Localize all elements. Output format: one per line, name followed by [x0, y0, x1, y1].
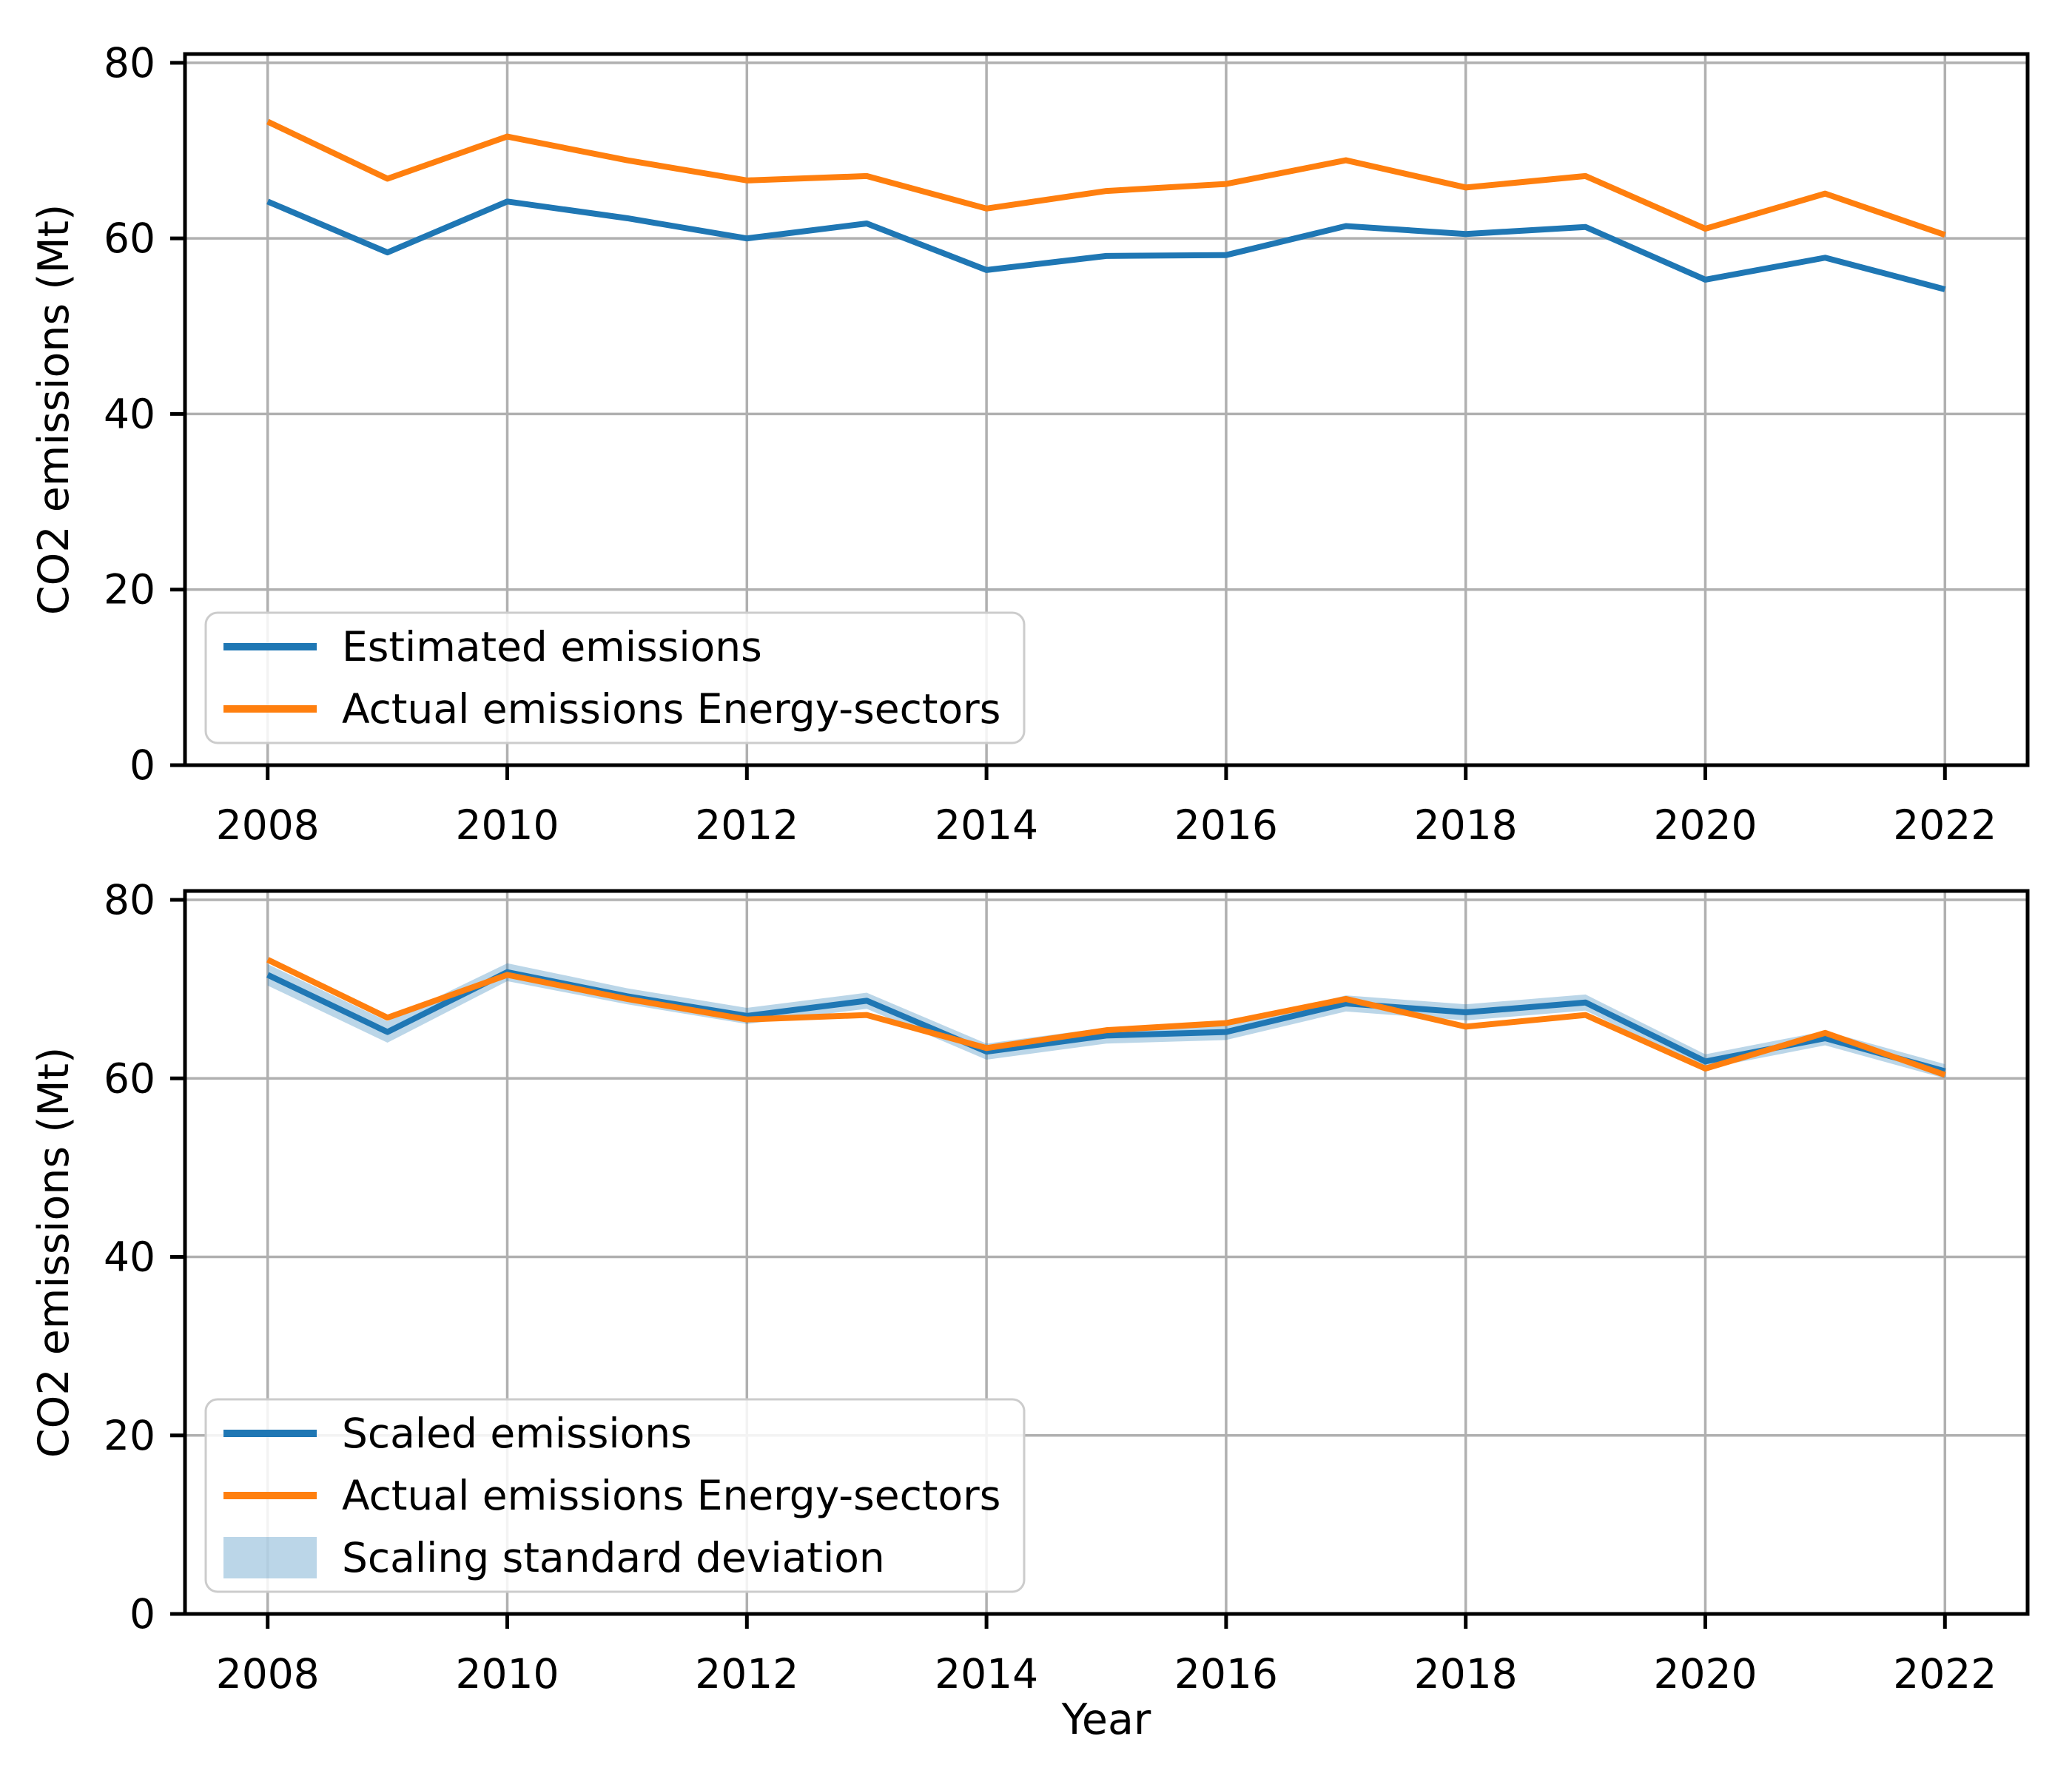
legend-label: Actual emissions Energy-sectors: [342, 1472, 1000, 1519]
y-tick-label: 60: [104, 215, 155, 262]
x-tick-label: 2020: [1654, 1650, 1758, 1698]
estimated-emissions-line: [266, 198, 1946, 292]
legend-handle-scaling-standard-deviation: [223, 1537, 317, 1578]
y-tick-label: 20: [104, 566, 155, 613]
x-tick-label: 2018: [1414, 801, 1518, 849]
legend-label: Scaled emissions: [342, 1410, 692, 1457]
legend-box: [204, 1398, 1026, 1593]
axes-spines: [183, 52, 2030, 767]
y-tick-label: 40: [104, 1234, 155, 1281]
x-tick-label: 2010: [456, 801, 559, 849]
scaled-emissions-line: [266, 969, 1946, 1074]
y-tick-label: 0: [130, 741, 155, 789]
x-tick-label: 2008: [216, 1650, 320, 1698]
x-tick-label: 2010: [456, 1650, 559, 1698]
top-panel: 2008 2010 2012 2014 2016 2018 2020 2022 0 20 40 60 8…: [30, 39, 2030, 849]
y-axis-label: CO2 emissions (Mt): [30, 1047, 78, 1459]
legend-entry: Actual emissions Energy-sectors: [223, 1472, 1000, 1519]
x-tick-label: 2022: [1893, 801, 1997, 849]
actual-emissions-energy-sectors-line: [266, 118, 1946, 238]
y-tick-label: 20: [104, 1412, 155, 1459]
x-tick-label: 2012: [695, 801, 798, 849]
x-tick-label: 2016: [1174, 1650, 1278, 1698]
bottom-panel: 2008 2010 2012 2014 2016 2018 2020 2022 0 20 40 60 8…: [30, 876, 2030, 1744]
legend-box: [204, 611, 1026, 744]
y-tick-label: 60: [104, 1054, 155, 1102]
legend-entry: Actual emissions Energy-sectors: [223, 685, 1000, 733]
legend-entry: Scaled emissions: [223, 1410, 692, 1457]
y-axis-label: CO2 emissions (Mt): [30, 204, 78, 616]
std-band: [267, 963, 1945, 1079]
axes-spines: [183, 889, 2030, 1616]
x-tick-label: 2016: [1174, 801, 1278, 849]
x-tick-label: 2018: [1414, 1650, 1518, 1698]
legend: Scaled emissions Actual emissions Energy-…: [204, 1398, 1026, 1593]
x-tick-label: 2012: [695, 1650, 798, 1698]
x-tick-label: 2014: [935, 801, 1038, 849]
legend-entry: Scaling standard deviation: [223, 1534, 885, 1581]
x-tick-label: 2020: [1654, 801, 1758, 849]
y-tick-label: 80: [104, 39, 155, 87]
x-tick-label: 2022: [1893, 1650, 1997, 1698]
x-tick-label: 2014: [935, 1650, 1038, 1698]
legend-entry: Estimated emissions: [223, 623, 762, 670]
x-tick-label: 2008: [216, 801, 320, 849]
x-axis-label: Year: [1061, 1695, 1151, 1744]
y-tick-label: 0: [130, 1590, 155, 1638]
legend-label: Scaling standard deviation: [342, 1534, 885, 1581]
legend-label: Actual emissions Energy-sectors: [342, 685, 1000, 733]
legend: Estimated emissions Actual emissions Ener…: [204, 611, 1026, 744]
y-tick-label: 80: [104, 876, 155, 924]
y-tick-label: 40: [104, 390, 155, 437]
legend-label: Estimated emissions: [342, 623, 762, 670]
actual-emissions-energy-sectors-line: [266, 957, 1946, 1078]
